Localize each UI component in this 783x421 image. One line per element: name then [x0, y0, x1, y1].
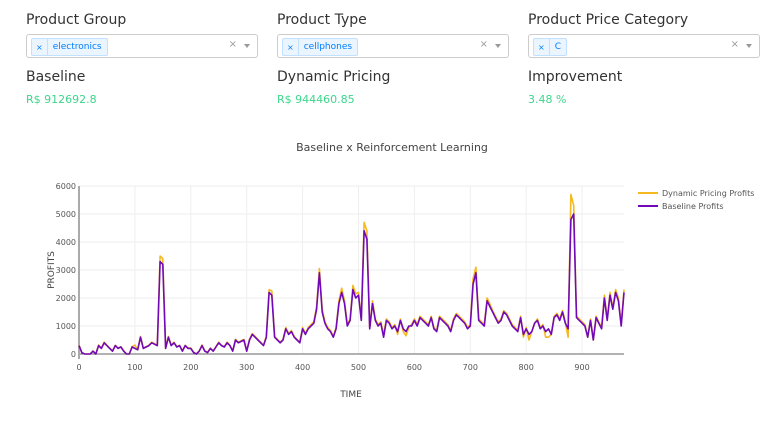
tag-value: electronics	[52, 42, 102, 52]
filter-label: Product Type	[277, 12, 367, 28]
legend-item-label: Baseline Profits	[662, 202, 724, 211]
dynamic-pricing-value: R$ 944460.85	[277, 93, 355, 106]
remove-tag-icon[interactable]: ×	[32, 39, 48, 55]
series-line-dynamic-pricing-profits	[78, 193, 625, 355]
filter-product-type: Product Type × cellphones ×	[277, 10, 509, 58]
chevron-down-icon[interactable]	[746, 44, 752, 48]
profits-chart: Baseline x Reinforcement Learning 0 100 20…	[47, 141, 754, 400]
legend-item-label: Dynamic Pricing Profits	[662, 189, 754, 198]
filter-price-category: Product Price Category × C ×	[528, 10, 760, 58]
clear-icon[interactable]: ×	[730, 39, 739, 50]
remove-tag-icon[interactable]: ×	[283, 39, 299, 55]
x-tick-label: 0	[76, 363, 81, 372]
x-tick-label: 800	[519, 363, 534, 372]
y-tick-label: 3000	[56, 266, 76, 275]
selected-tag: × electronics	[31, 38, 108, 56]
filter-label: Product Group	[26, 12, 127, 28]
y-axis-label: PROFITS	[47, 251, 57, 289]
x-tick-label: 600	[407, 363, 422, 372]
series-line-baseline-profits	[78, 213, 625, 355]
y-tick-label: 0	[71, 350, 76, 359]
x-tick-label: 100	[127, 363, 142, 372]
x-tick-label: 900	[574, 363, 589, 372]
tag-value: cellphones	[303, 42, 353, 52]
chevron-down-icon[interactable]	[495, 44, 501, 48]
y-tick-label: 6000	[56, 182, 76, 191]
chart-title: Baseline x Reinforcement Learning	[296, 141, 488, 154]
baseline-value: R$ 912692.8	[26, 93, 97, 106]
selected-tag: × cellphones	[282, 38, 359, 56]
remove-tag-icon[interactable]: ×	[534, 39, 550, 55]
baseline-label: Baseline	[26, 69, 86, 85]
x-axis-label: TIME	[339, 390, 362, 400]
y-tick-label: 2000	[56, 294, 76, 303]
filter-label: Product Price Category	[528, 12, 689, 28]
selected-tag: × C	[533, 38, 567, 56]
clear-icon[interactable]: ×	[479, 39, 488, 50]
improvement-label: Improvement	[528, 69, 623, 85]
clear-icon[interactable]: ×	[228, 39, 237, 50]
x-tick-label: 400	[295, 363, 310, 372]
x-tick-label: 300	[239, 363, 254, 372]
y-tick-label: 1000	[56, 322, 76, 331]
product-group-dropdown[interactable]: × electronics ×	[26, 34, 258, 58]
price-category-dropdown[interactable]: × C ×	[528, 34, 760, 58]
product-type-dropdown[interactable]: × cellphones ×	[277, 34, 509, 58]
improvement-value: 3.48 %	[528, 93, 567, 106]
tag-value: C	[554, 42, 561, 52]
y-tick-label: 4000	[56, 238, 76, 247]
x-tick-label: 200	[183, 363, 198, 372]
chevron-down-icon[interactable]	[244, 44, 250, 48]
y-tick-label: 5000	[56, 210, 76, 219]
dynamic-pricing-label: Dynamic Pricing	[277, 69, 391, 85]
filter-product-group: Product Group × electronics ×	[26, 10, 258, 58]
x-tick-label: 500	[351, 363, 366, 372]
x-tick-label: 700	[463, 363, 478, 372]
